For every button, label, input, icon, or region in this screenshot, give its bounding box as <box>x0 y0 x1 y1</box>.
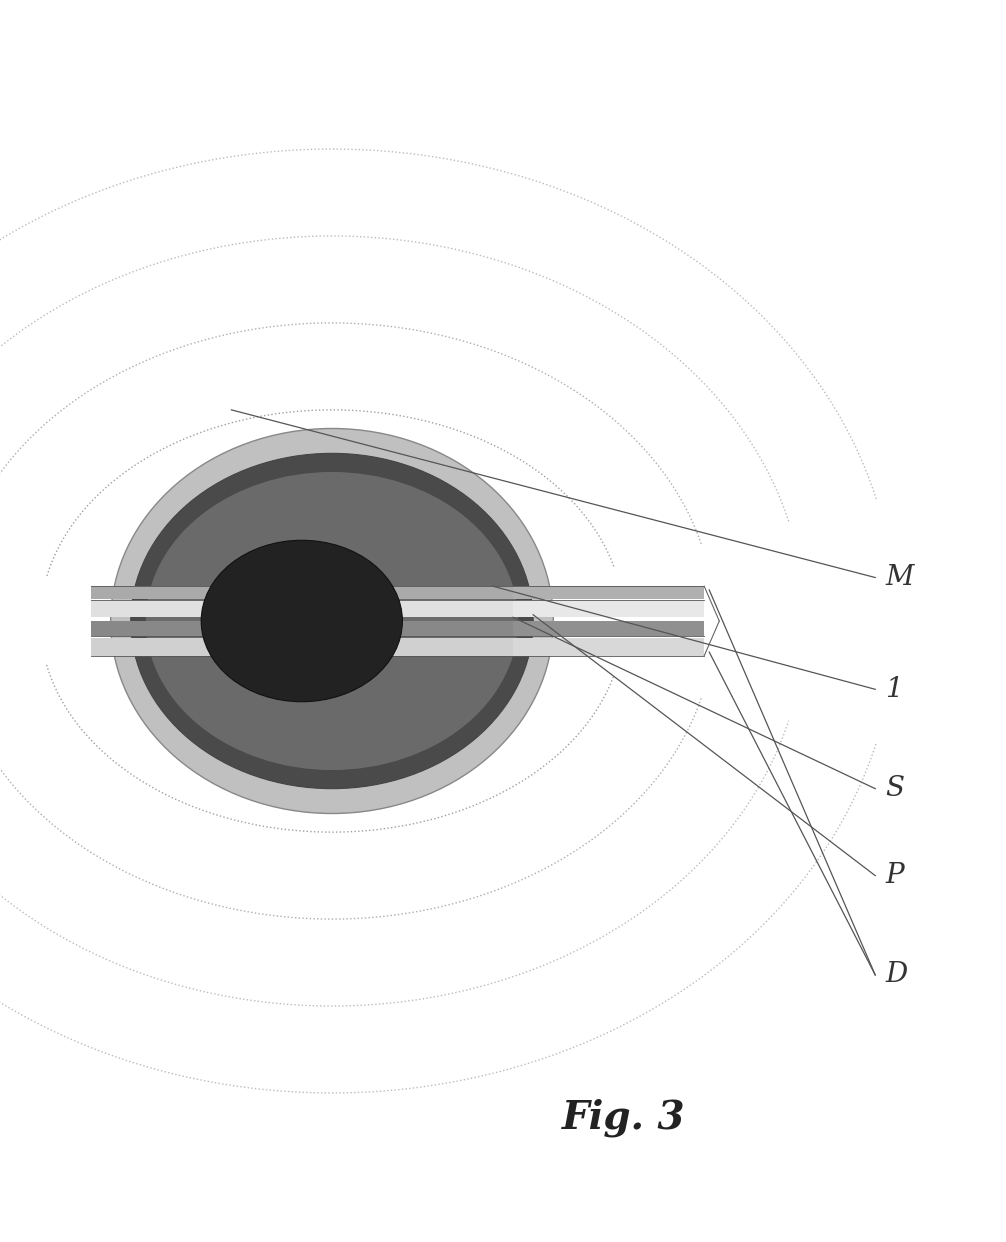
Text: M: M <box>885 564 913 591</box>
Text: P: P <box>885 862 904 889</box>
Ellipse shape <box>131 453 533 789</box>
Bar <box>513 586 704 599</box>
Bar <box>513 600 704 617</box>
Text: Fig. 3: Fig. 3 <box>562 1099 685 1136</box>
Text: D: D <box>885 961 907 989</box>
Ellipse shape <box>201 540 402 702</box>
Text: 1: 1 <box>885 676 903 703</box>
Text: S: S <box>885 775 904 802</box>
Bar <box>91 621 573 636</box>
Bar <box>91 600 573 617</box>
Ellipse shape <box>146 472 518 770</box>
Bar <box>91 638 573 656</box>
Bar <box>513 621 704 636</box>
Ellipse shape <box>111 428 553 814</box>
Bar <box>91 586 573 599</box>
Bar <box>513 638 704 656</box>
